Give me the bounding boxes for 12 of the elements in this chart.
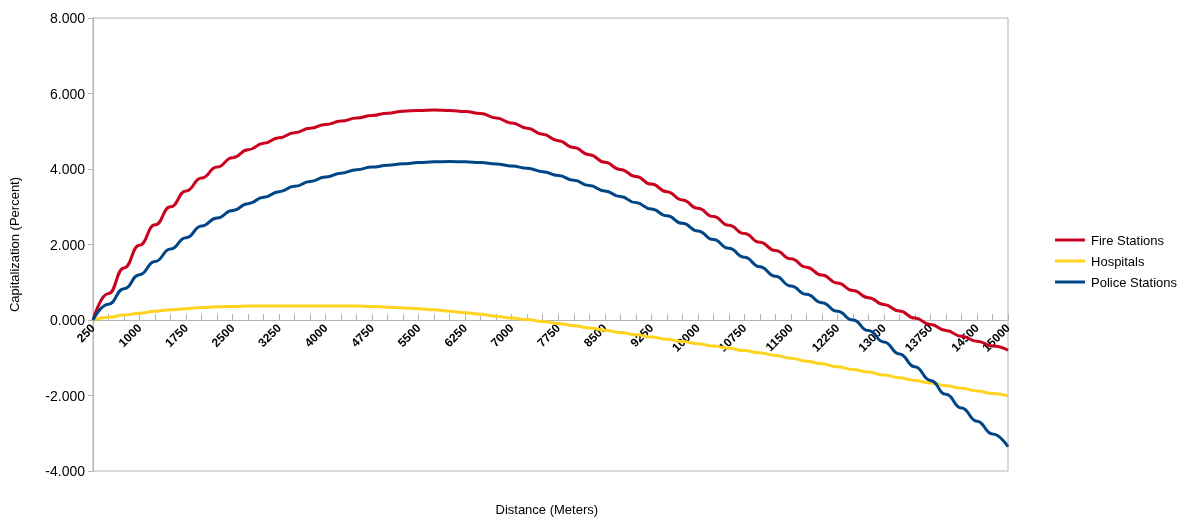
y-tick-label: -2.000 — [45, 387, 86, 404]
x-axis-title: Distance (Meters) — [495, 502, 599, 517]
y-tick-label: 2.000 — [49, 236, 86, 253]
y-tick-label: 6.000 — [49, 85, 86, 102]
legend-label: Hospitals — [1091, 253, 1145, 269]
legend-label: Fire Stations — [1091, 232, 1165, 248]
y-axis-title: Capitalization (Percent) — [7, 176, 22, 313]
y-tick-label: -4.000 — [45, 463, 86, 479]
y-tick-label: 8.000 — [49, 10, 86, 26]
y-tick-label: 0.000 — [49, 312, 86, 328]
legend-label: Police Stations — [1091, 274, 1178, 290]
y-tick-label: 4.000 — [49, 161, 86, 177]
